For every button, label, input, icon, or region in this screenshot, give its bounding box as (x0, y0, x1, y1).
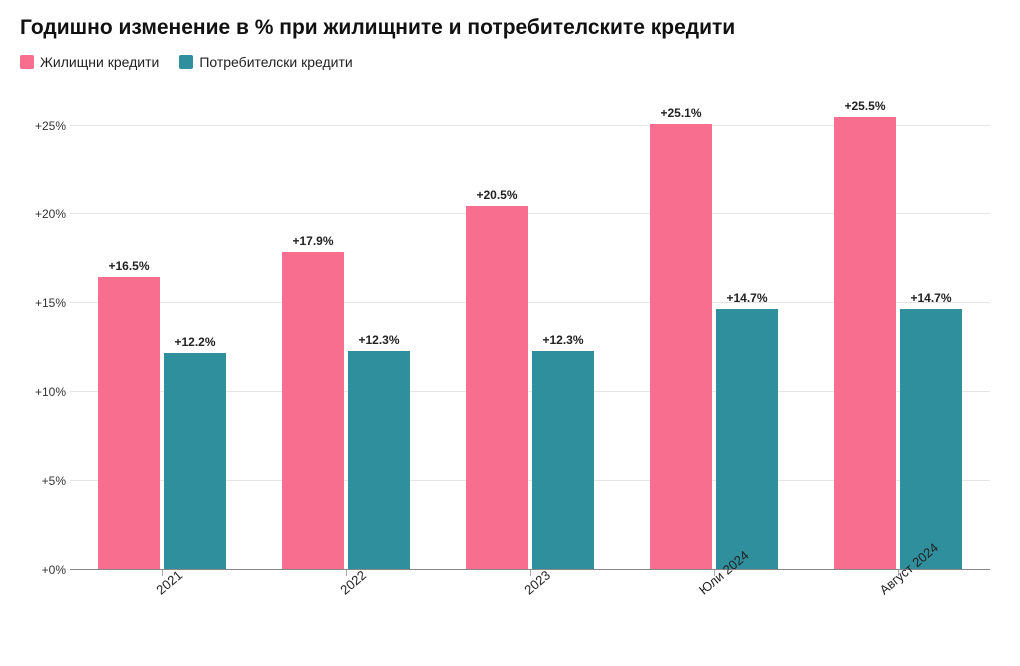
bar-value-label: +12.3% (358, 333, 399, 347)
x-tick-group: 2021 (70, 570, 254, 650)
chart-plot-area: +0%+5%+10%+15%+20%+25% +16.5%+12.2%+17.9… (70, 90, 990, 570)
x-tick-group: Август 2024 (806, 570, 990, 650)
x-tick (346, 570, 347, 576)
y-tick-label: +0% (22, 563, 66, 577)
y-tick-label: +15% (22, 296, 66, 310)
bar-value-label: +14.7% (910, 291, 951, 305)
x-tick-label: 2023 (521, 567, 553, 597)
x-tick-group: 2023 (438, 570, 622, 650)
y-tick-label: +20% (22, 207, 66, 221)
bar-series-0: +25.5% (834, 117, 896, 570)
x-tick (162, 570, 163, 576)
x-tick-label: 2021 (153, 567, 185, 597)
chart-title: Годишно изменение в % при жилищните и по… (20, 16, 1000, 40)
bar-value-label: +12.2% (174, 335, 215, 349)
bar-series-1: +12.2% (164, 353, 226, 570)
bar-series-0: +17.9% (282, 252, 344, 570)
y-tick-label: +5% (22, 474, 66, 488)
x-tick (530, 570, 531, 576)
bar-value-label: +25.1% (660, 106, 701, 120)
y-tick-label: +25% (22, 119, 66, 133)
legend-item-series-0: Жилищни кредити (20, 54, 159, 70)
legend-swatch-series-0 (20, 55, 34, 69)
legend: Жилищни кредити Потребителски кредити (20, 54, 1000, 70)
bar-series-0: +20.5% (466, 206, 528, 570)
bar-value-label: +14.7% (726, 291, 767, 305)
bar-series-1: +14.7% (900, 309, 962, 570)
bar-group: +16.5%+12.2% (70, 90, 254, 570)
bar-series-1: +12.3% (348, 351, 410, 570)
y-tick-label: +10% (22, 385, 66, 399)
x-axis: 2021 2022 2023 Юли 2024Август 2024 (70, 570, 990, 650)
legend-swatch-series-1 (179, 55, 193, 69)
bar-group: +25.5%+14.7% (806, 90, 990, 570)
bar-series-1: +12.3% (532, 351, 594, 570)
legend-label-series-1: Потребителски кредити (199, 54, 352, 70)
bar-value-label: +16.5% (108, 259, 149, 273)
bar-series-0: +25.1% (650, 124, 712, 570)
bar-group: +25.1%+14.7% (622, 90, 806, 570)
bar-value-label: +12.3% (542, 333, 583, 347)
bar-value-label: +20.5% (476, 188, 517, 202)
bar-value-label: +25.5% (844, 99, 885, 113)
legend-label-series-0: Жилищни кредити (40, 54, 159, 70)
bar-group: +17.9%+12.3% (254, 90, 438, 570)
bar-value-label: +17.9% (292, 234, 333, 248)
x-tick-group: Юли 2024 (622, 570, 806, 650)
bar-group: +20.5%+12.3% (438, 90, 622, 570)
x-tick-label: 2022 (337, 567, 369, 597)
legend-item-series-1: Потребителски кредити (179, 54, 352, 70)
x-tick-group: 2022 (254, 570, 438, 650)
bar-series-0: +16.5% (98, 277, 160, 570)
bar-series-1: +14.7% (716, 309, 778, 570)
